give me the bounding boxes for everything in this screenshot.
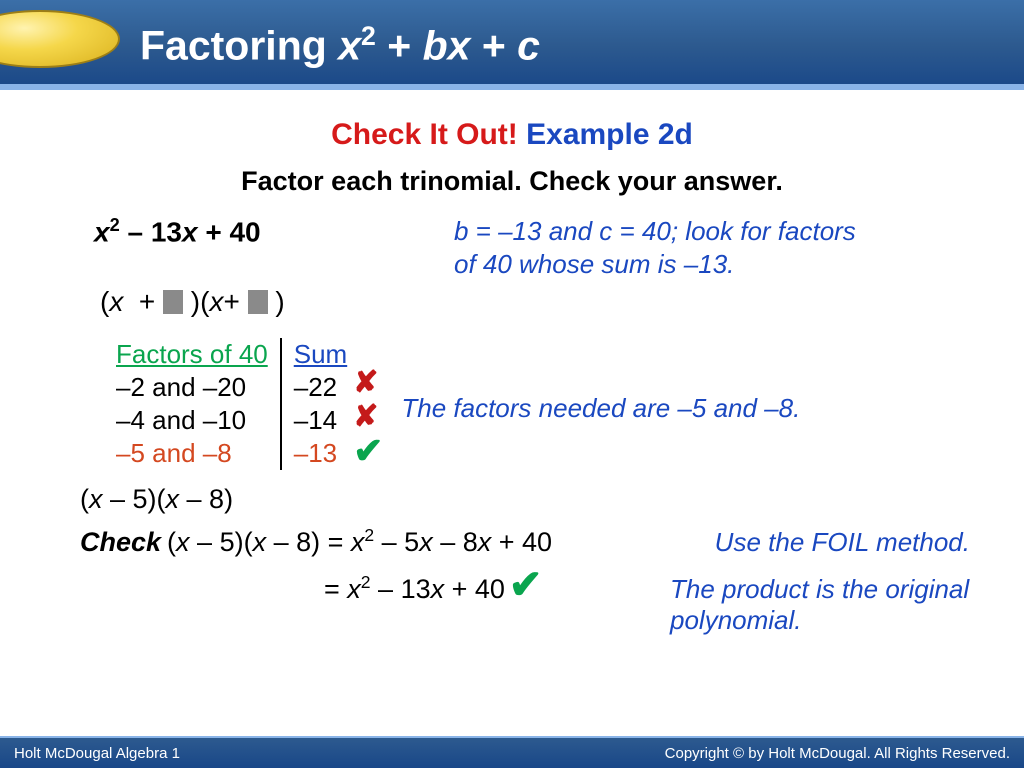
- check-rhs1: x2 – 5x – 8x + 40: [351, 525, 552, 558]
- prompt-text: Factor each trinomial. Check your answer…: [34, 166, 990, 197]
- title-plus1: +: [376, 22, 423, 68]
- blank-box-icon: [248, 290, 268, 314]
- x-mark-icon: ✘: [353, 366, 383, 400]
- x-mark-icon: ✘: [353, 400, 383, 434]
- title-bx: bx: [423, 22, 471, 68]
- factors-needed-note: The factors needed are –5 and –8.: [401, 393, 881, 424]
- check-rhs2: = x2 – 13x + 40: [324, 572, 505, 605]
- factors-table-area: Factors of 40 Sum –2 and –20 –22 –4 and …: [104, 338, 990, 470]
- blank-box-icon: [163, 290, 183, 314]
- factors-header: Factors of 40: [104, 338, 281, 371]
- table-row-correct: –5 and –8 –13: [104, 437, 359, 470]
- explain-line-1: b = –13 and c = 40; look for factors: [454, 216, 856, 246]
- example-number: Example 2d: [518, 118, 693, 151]
- mark-column: ✘ ✘ ✔: [353, 338, 383, 470]
- factors-table: Factors of 40 Sum –2 and –20 –22 –4 and …: [104, 338, 359, 470]
- table-header-row: Factors of 40 Sum: [104, 338, 359, 371]
- sum-cell: –22: [281, 371, 359, 404]
- check-it-out-label: Check It Out!: [331, 118, 518, 151]
- sum-header: Sum: [281, 338, 359, 371]
- footer-right: Copyright © by Holt McDougal. All Rights…: [665, 745, 1010, 762]
- sum-cell: –14: [281, 404, 359, 437]
- title-plus2: +: [470, 22, 517, 68]
- check-lhs: (x – 5)(x – 8): [167, 527, 320, 558]
- slide-content: Check It Out! Example 2d Factor each tri…: [0, 90, 1024, 646]
- check-mark-icon: ✔: [353, 434, 383, 468]
- factor-template: (x + )(x+ ): [100, 286, 990, 318]
- header-pill-icon: [0, 10, 120, 68]
- title-x: x: [338, 22, 361, 68]
- title-c: c: [517, 22, 540, 68]
- table-row: –4 and –10 –14: [104, 404, 359, 437]
- title-sup: 2: [361, 21, 376, 51]
- check-eq: =: [320, 527, 351, 558]
- slide-title: Factoring x2 + bx + c: [140, 21, 540, 70]
- check-line-2: = x2 – 13x + 40 ✔ The product is the ori…: [324, 562, 990, 636]
- product-note: The product is the original polynomial.: [670, 574, 970, 636]
- factored-answer: (x – 5)(x – 8): [80, 484, 990, 515]
- explanation-text: b = –13 and c = 40; look for factors of …: [454, 215, 990, 280]
- example-heading: Check It Out! Example 2d: [34, 118, 990, 152]
- slide-header: Factoring x2 + bx + c: [0, 0, 1024, 90]
- sum-cell: –13: [281, 437, 359, 470]
- trinomial-expression: x2 – 13x + 40: [94, 215, 454, 280]
- table-row: –2 and –20 –22: [104, 371, 359, 404]
- footer-left: Holt McDougal Algebra 1: [14, 745, 180, 762]
- check-line-1: Check (x – 5)(x – 8) = x2 – 5x – 8x + 40…: [80, 525, 990, 558]
- check-label: Check: [80, 527, 161, 558]
- slide-footer: Holt McDougal Algebra 1 Copyright © by H…: [0, 736, 1024, 768]
- header-divider: [0, 84, 1024, 90]
- factors-cell: –5 and –8: [104, 437, 281, 470]
- problem-row: x2 – 13x + 40 b = –13 and c = 40; look f…: [34, 215, 990, 280]
- foil-note: Use the FOIL method.: [715, 527, 970, 558]
- final-check-icon: ✔: [509, 562, 543, 608]
- factors-cell: –4 and –10: [104, 404, 281, 437]
- title-prefix: Factoring: [140, 22, 338, 68]
- explain-line-2: of 40 whose sum is –13.: [454, 249, 734, 279]
- factors-cell: –2 and –20: [104, 371, 281, 404]
